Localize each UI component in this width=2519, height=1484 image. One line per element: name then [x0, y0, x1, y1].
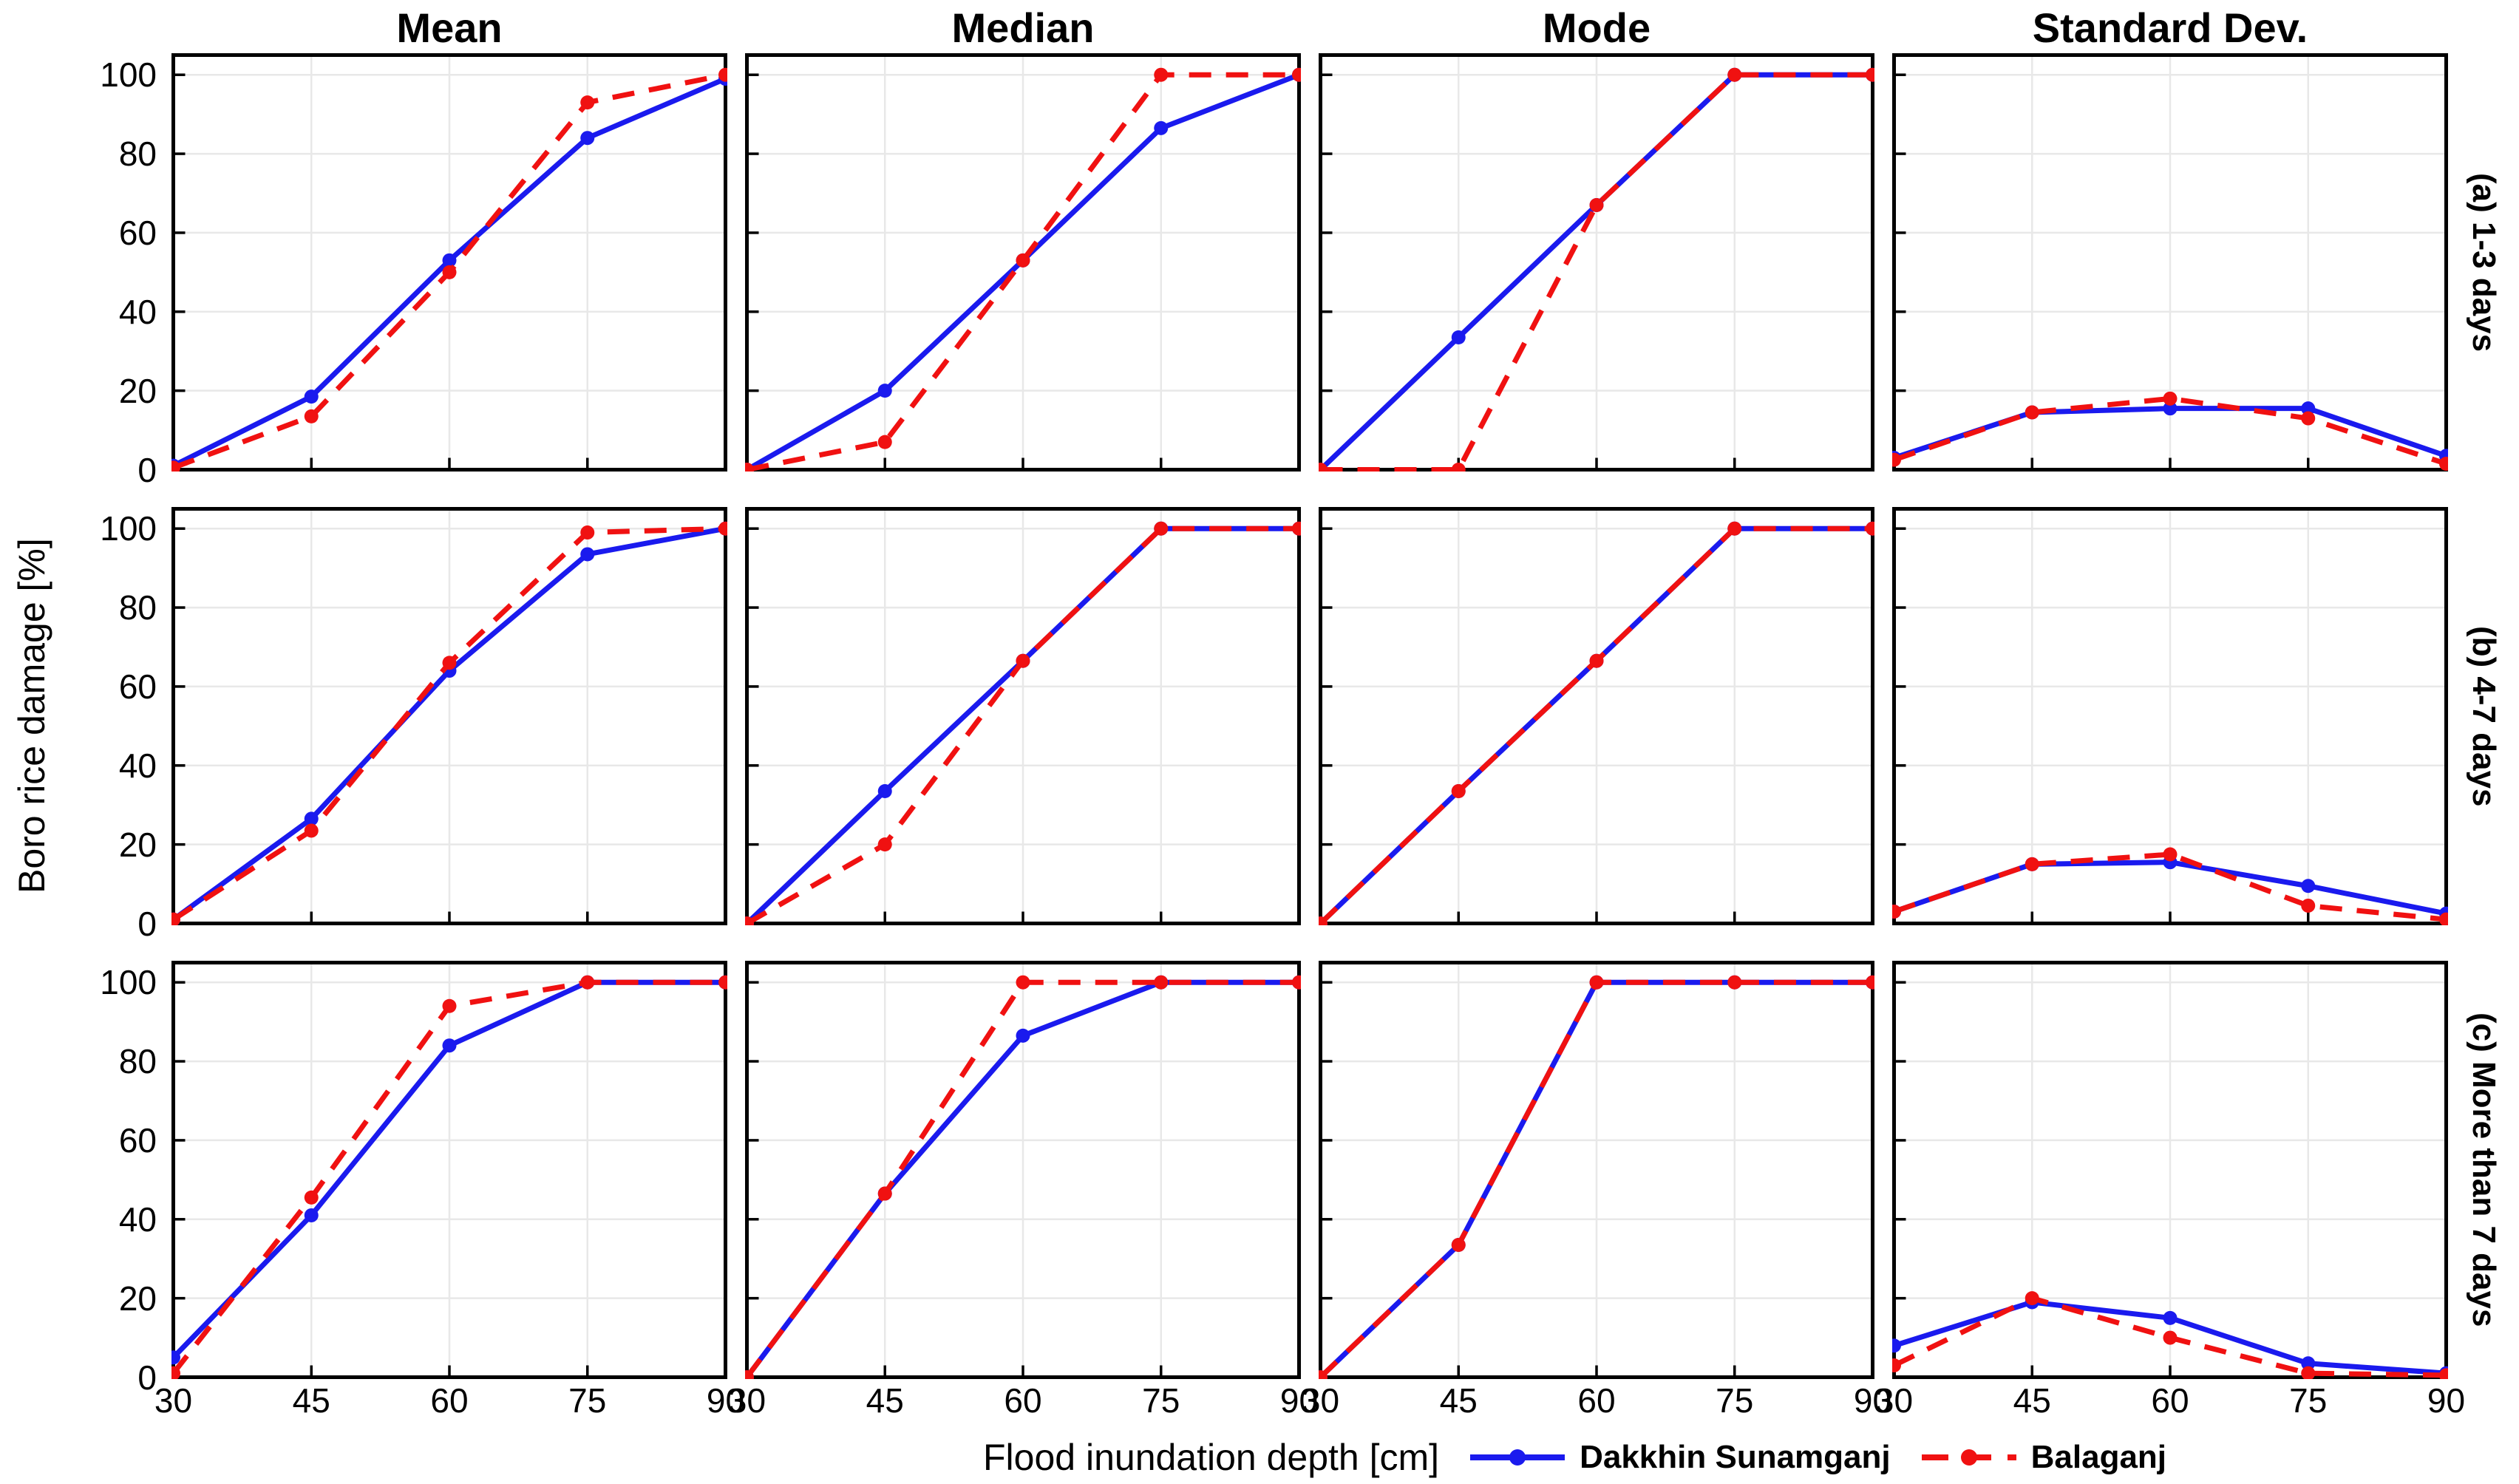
plot-area	[1319, 961, 1874, 1379]
x-tick-label: 45	[1439, 1381, 1478, 1420]
legend-item-balaganj: Balaganj	[1920, 1439, 2166, 1476]
y-tick-label: 0	[137, 904, 157, 943]
panel-mode-row-b	[1319, 507, 1874, 925]
x-tick-label: 30	[154, 1381, 193, 1420]
y-tick-label: 0	[137, 1358, 157, 1397]
x-axis-ticks-col-mean: 30 45 60 75 90	[154, 1379, 744, 1426]
y-tick-label: 80	[118, 135, 157, 174]
plot-area	[1892, 53, 2448, 472]
plot-area	[171, 507, 727, 925]
y-tick-label: 20	[118, 1279, 157, 1318]
plot-area	[1892, 961, 2448, 1379]
panel-mean-row-b	[171, 507, 727, 925]
x-tick-label: 60	[2151, 1381, 2189, 1420]
y-axis-ticks-row-c: 0 20 40 60 80 100	[0, 961, 171, 1394]
y-tick-label: 0	[137, 450, 157, 489]
x-tick-label: 30	[1874, 1381, 1914, 1420]
x-tick-label: 60	[1577, 1381, 1616, 1420]
x-axis-ticks-col-median: 30 45 60 75 90	[728, 1379, 1318, 1426]
col-title-median: Median	[951, 4, 1095, 51]
panel-stddev-row-b	[1892, 507, 2448, 925]
row-label-1-3-days: (a) 1-3 days	[2466, 172, 2502, 353]
y-axis-ticks-row-b: 0 20 40 60 80 100	[0, 507, 171, 940]
x-tick-label: 75	[2289, 1381, 2328, 1420]
legend-label-dakkhin-sunamganj: Dakkhin Sunamganj	[1580, 1439, 1891, 1475]
y-tick-label: 60	[118, 213, 157, 252]
panel-mean-row-a	[171, 53, 727, 472]
x-tick-label: 75	[1142, 1381, 1180, 1420]
x-tick-label: 90	[706, 1381, 745, 1420]
y-tick-label: 20	[118, 371, 157, 410]
x-tick-label: 75	[1716, 1381, 1754, 1420]
figure-footer: Flood inundation depth [cm] Dakkhin Suna…	[0, 1426, 2519, 1484]
panel-stddev-row-a	[1892, 53, 2448, 472]
panel-mean-row-c	[171, 961, 727, 1379]
panel-mode-row-a	[1319, 53, 1874, 472]
x-tick-label: 60	[430, 1381, 469, 1420]
legend-line-sample-solid	[1469, 1446, 1566, 1468]
panel-median-row-a	[745, 53, 1301, 472]
x-tick-label: 45	[2013, 1381, 2051, 1420]
y-axis-label: Boro rice damage [%]	[11, 538, 52, 894]
x-tick-label: 60	[1004, 1381, 1042, 1420]
col-title-standard-dev: Standard Dev.	[2032, 4, 2308, 51]
plot-area	[171, 961, 727, 1379]
plot-area	[1319, 53, 1874, 472]
legend-marker-icon	[1921, 1449, 2016, 1466]
y-axis-ticks-row-a: 0 20 40 60 80 100	[0, 53, 171, 486]
panel-mode-row-c	[1319, 961, 1874, 1379]
plot-area	[745, 507, 1301, 925]
y-tick-label: 100	[100, 509, 157, 548]
x-tick-label: 45	[292, 1381, 330, 1420]
y-tick-label: 60	[118, 1120, 157, 1160]
plot-area	[171, 53, 727, 472]
legend-label-balaganj: Balaganj	[2030, 1439, 2167, 1475]
x-axis-ticks-col-mode: 30 45 60 75 90	[1302, 1379, 1891, 1426]
y-tick-label: 40	[118, 292, 157, 331]
legend-line-sample-dashed	[1920, 1446, 2018, 1468]
x-tick-label: 30	[1301, 1381, 1340, 1420]
plot-area	[1892, 507, 2448, 925]
x-tick-label: 45	[866, 1381, 904, 1420]
legend-item-dakkhin-sunamganj: Dakkhin Sunamganj	[1469, 1439, 1891, 1476]
x-axis-ticks-col-stddev: 30 45 60 75 90	[1875, 1379, 2465, 1426]
plot-area	[745, 53, 1301, 472]
panel-stddev-row-c	[1892, 961, 2448, 1379]
y-tick-label: 60	[118, 667, 157, 706]
y-tick-label: 100	[100, 55, 157, 95]
y-tick-label: 40	[118, 746, 157, 785]
plot-area	[1319, 507, 1874, 925]
col-title-mean: Mean	[396, 4, 503, 51]
panel-median-row-c	[745, 961, 1301, 1379]
x-tick-label: 90	[2427, 1381, 2466, 1420]
panel-median-row-b	[745, 507, 1301, 925]
y-tick-label: 100	[100, 963, 157, 1002]
row-label-4-7-days: (b) 4-7 days	[2466, 625, 2502, 807]
x-axis-label: Flood inundation depth [cm]	[983, 1437, 1440, 1478]
y-tick-label: 80	[118, 1042, 157, 1081]
col-title-mode: Mode	[1542, 4, 1651, 51]
x-tick-label: 90	[1853, 1381, 1892, 1420]
y-tick-label: 20	[118, 825, 157, 864]
plot-area	[745, 961, 1301, 1379]
x-tick-label: 90	[1279, 1381, 1319, 1420]
legend-marker-icon	[1470, 1449, 1566, 1466]
row-label-more-than-7-days: (c) More than 7 days	[2466, 1012, 2502, 1327]
y-tick-label: 40	[118, 1199, 157, 1239]
x-tick-label: 75	[568, 1381, 607, 1420]
x-tick-label: 30	[727, 1381, 766, 1420]
y-tick-label: 80	[118, 588, 157, 627]
